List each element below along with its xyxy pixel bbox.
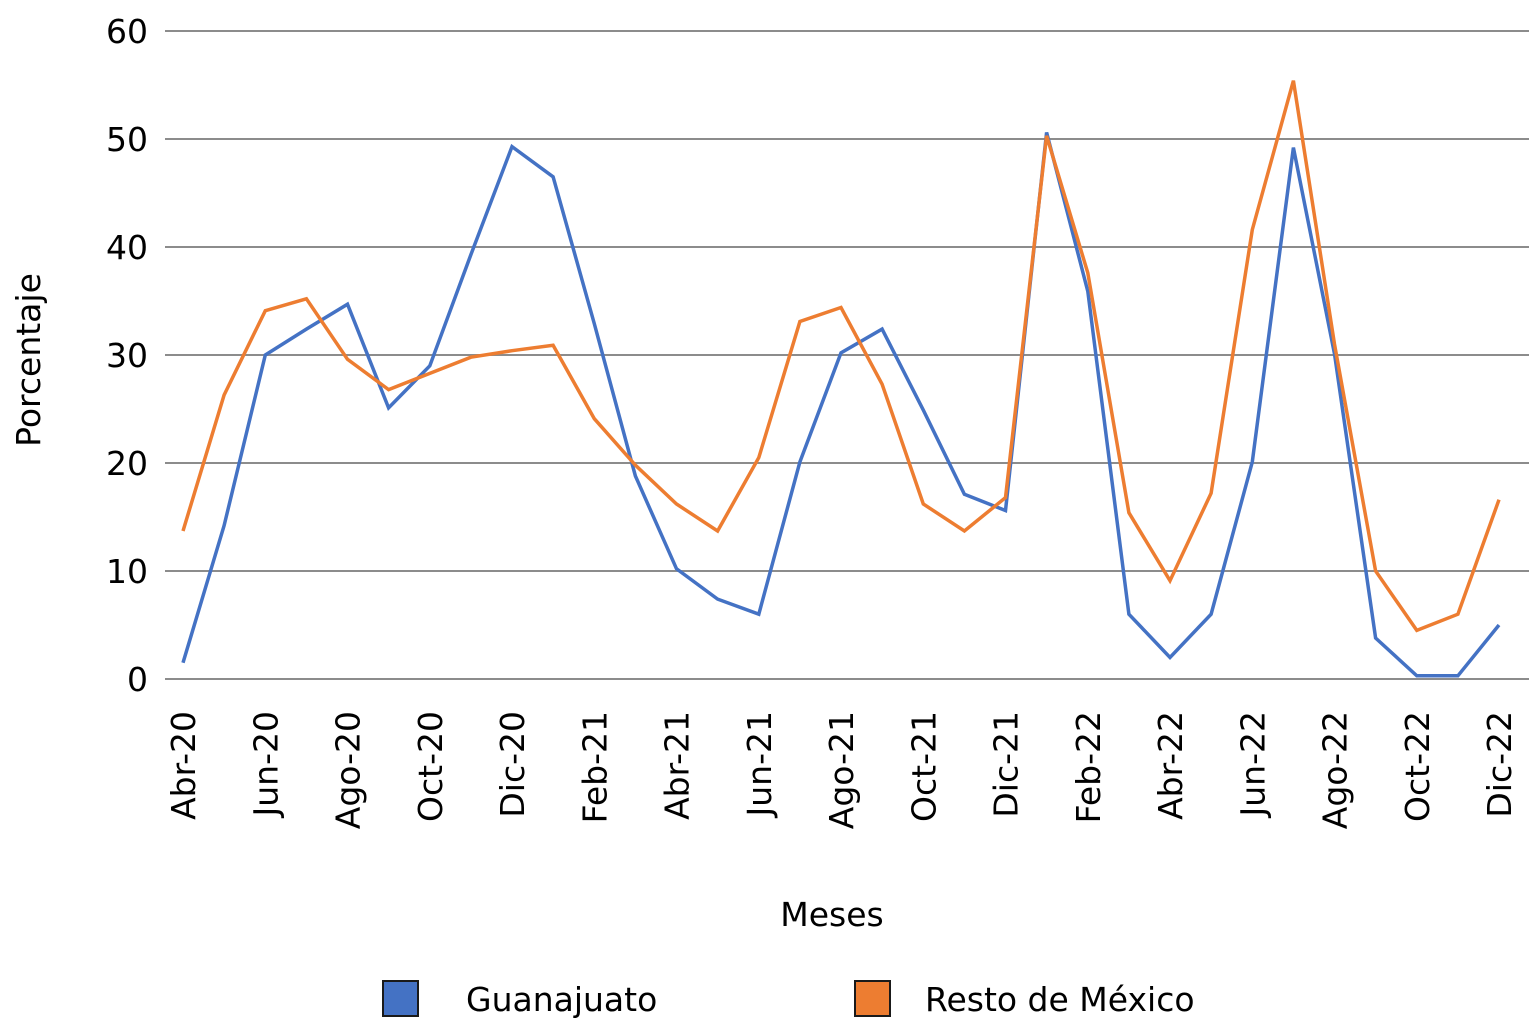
x-tick-label: Dic-20 xyxy=(493,711,532,818)
y-tick-label: 50 xyxy=(106,120,148,159)
legend: Guanajuato Resto de México xyxy=(382,980,1195,1019)
x-tick-label: Abr-22 xyxy=(1151,711,1190,820)
x-tick-label: Dic-21 xyxy=(987,711,1026,818)
legend-swatch xyxy=(854,980,891,1017)
y-tick-label: 30 xyxy=(106,336,148,375)
y-tick-label: 10 xyxy=(106,552,148,591)
x-tick-label: Jun-22 xyxy=(1233,711,1272,818)
x-tick-label: Feb-22 xyxy=(1069,711,1108,823)
x-tick-label: Jun-20 xyxy=(246,711,285,818)
y-axis-title: Porcentaje xyxy=(9,273,48,447)
y-tick-label: 40 xyxy=(106,228,148,267)
legend-label: Guanajuato xyxy=(466,980,657,1019)
y-axis-ticks: 0 10 20 30 40 50 60 xyxy=(106,12,148,699)
legend-label: Resto de México xyxy=(925,980,1195,1019)
x-axis-ticks: Abr-20 Jun-20 Ago-20 Oct-20 Dic-20 Feb-21 Abr-… xyxy=(164,711,1519,829)
y-tick-label: 0 xyxy=(127,660,148,699)
series-line-resto-de-mexico xyxy=(181,80,1501,633)
x-tick-label: Abr-21 xyxy=(658,711,697,820)
y-tick-label: 60 xyxy=(106,12,148,51)
x-tick-label: Dic-22 xyxy=(1480,711,1519,818)
y-tick-label: 20 xyxy=(106,444,148,483)
x-tick-label: Abr-20 xyxy=(164,711,203,820)
x-tick-label: Jun-21 xyxy=(740,711,779,818)
x-tick-label: Ago-20 xyxy=(329,711,368,829)
x-tick-label: Oct-22 xyxy=(1398,711,1437,822)
gridlines xyxy=(165,30,1529,680)
x-tick-label: Oct-20 xyxy=(411,711,450,822)
series-lines xyxy=(181,80,1501,678)
x-axis-title: Meses xyxy=(780,895,883,934)
x-tick-label: Oct-21 xyxy=(904,711,943,822)
series-line-guanajuato xyxy=(181,132,1501,678)
x-tick-label: Ago-22 xyxy=(1316,711,1355,829)
legend-swatch xyxy=(382,980,419,1017)
x-tick-label: Ago-21 xyxy=(822,711,861,829)
x-tick-label: Feb-21 xyxy=(575,711,614,823)
